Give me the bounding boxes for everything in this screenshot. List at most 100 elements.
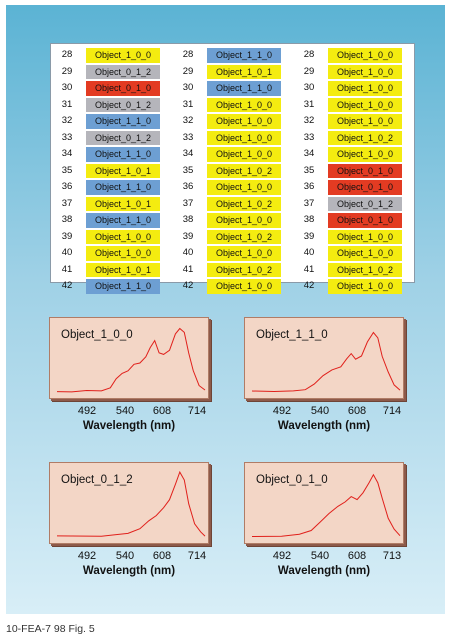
object-class-cell: Object_1_1_0 xyxy=(207,48,281,63)
x-tick-label: 540 xyxy=(115,405,135,417)
x-tick-label: 714 xyxy=(187,550,207,562)
x-tick-label: 492 xyxy=(77,405,97,417)
row-number: 35 xyxy=(182,164,194,176)
row-number: 37 xyxy=(182,197,194,209)
row-number: 38 xyxy=(303,214,315,225)
x-axis-label: Wavelength (nm) xyxy=(82,565,176,577)
table-row: 37 Object_0_1_2 xyxy=(293,196,414,213)
object-class-cell: Object_1_0_2 xyxy=(207,229,281,244)
table-column-3: 28 Object_1_0_0 29 Object_1_0_0 30 Object_1_0… xyxy=(293,47,414,295)
object-class-cell: Object_0_1_0 xyxy=(328,180,402,195)
x-tick-label: 608 xyxy=(347,405,367,417)
table-row: 41 Object_1_0_2 xyxy=(293,262,414,279)
object-class-cell: Object_1_0_0 xyxy=(207,114,281,129)
table-row: 37 Object_1_0_1 xyxy=(51,196,172,213)
row-number: 34 xyxy=(61,148,73,159)
object-class-cell: Object_1_0_0 xyxy=(328,97,402,112)
table-row: 35 Object_1_0_2 xyxy=(172,163,293,180)
spectrum-chart xyxy=(251,473,401,537)
row-number: 31 xyxy=(182,98,194,110)
object-class-cell: Object_1_0_2 xyxy=(328,130,402,145)
object-class-cell: Object_1_0_0 xyxy=(328,229,402,244)
table-row: 29 Object_0_1_2 xyxy=(51,64,172,81)
table-row: 28 Object_1_0_0 xyxy=(293,47,414,64)
table-row: 33 Object_1_0_0 xyxy=(172,130,293,147)
x-tick-label: 608 xyxy=(152,405,172,417)
object-class-cell: Object_1_0_1 xyxy=(207,64,281,79)
row-number: 41 xyxy=(61,263,73,275)
spectrum-panel-1: Object_1_0_0 492 540 608 714 Wavelength (nm) xyxy=(49,317,209,432)
spectrum-panel-2: Object_1_1_0 492 540 608 714 Wavelength (nm) xyxy=(244,317,404,432)
object-class-cell: Object_1_1_0 xyxy=(207,81,281,96)
table-row: 32 Object_1_0_0 xyxy=(293,113,414,130)
object-class-cell: Object_1_0_2 xyxy=(207,196,281,211)
table-row: 32 Object_1_1_0 xyxy=(51,113,172,130)
row-number: 40 xyxy=(303,247,315,258)
row-number: 28 xyxy=(182,49,194,60)
object-class-cell: Object_1_0_0 xyxy=(207,147,281,162)
spectrum-curve xyxy=(56,470,206,537)
table-row: 38 Object_1_0_0 xyxy=(172,212,293,229)
object-class-cell: Object_1_0_0 xyxy=(207,246,281,261)
object-class-cell: Object_1_0_0 xyxy=(328,147,402,162)
table-row: 33 Object_0_1_2 xyxy=(51,130,172,147)
object-class-cell: Object_1_0_0 xyxy=(328,48,402,63)
row-number: 34 xyxy=(303,148,315,159)
table-row: 40 Object_1_0_0 xyxy=(293,245,414,262)
x-tick-label: 714 xyxy=(382,405,402,417)
x-axis-label: Wavelength (nm) xyxy=(277,565,371,577)
row-number: 30 xyxy=(303,82,315,93)
row-number: 32 xyxy=(61,115,73,126)
row-number: 35 xyxy=(61,164,73,176)
table-row: 42 Object_1_0_0 xyxy=(293,278,414,295)
table-row: 34 Object_1_1_0 xyxy=(51,146,172,163)
row-number: 40 xyxy=(182,247,194,258)
table-row: 29 Object_1_0_0 xyxy=(293,64,414,81)
object-class-cell: Object_1_1_0 xyxy=(86,213,160,228)
table-row: 36 Object_1_0_0 xyxy=(172,179,293,196)
object-class-cell: Object_0_1_0 xyxy=(328,163,402,178)
x-tick-label: 492 xyxy=(77,550,97,562)
table-column-1: 28 Object_1_0_0 29 Object_0_1_2 30 Object_0_1… xyxy=(51,47,172,295)
spectrum-plot-area xyxy=(244,317,404,399)
object-class-cell: Object_1_0_0 xyxy=(328,246,402,261)
row-number: 30 xyxy=(182,82,194,93)
spectrum-object-label: Object_1_0_0 xyxy=(61,329,133,341)
object-class-cell: Object_1_0_0 xyxy=(328,114,402,129)
row-number: 42 xyxy=(61,280,73,291)
table-row: 28 Object_1_0_0 xyxy=(51,47,172,64)
table-row: 34 Object_1_0_0 xyxy=(293,146,414,163)
object-class-cell: Object_1_0_0 xyxy=(328,279,402,294)
object-class-cell: Object_1_0_1 xyxy=(86,262,160,277)
row-number: 40 xyxy=(61,247,73,258)
object-class-cell: Object_0_1_2 xyxy=(328,196,402,211)
row-number: 34 xyxy=(182,148,194,159)
classification-table: 28 Object_1_0_0 29 Object_0_1_2 30 Object_0_1… xyxy=(50,43,415,294)
row-number: 31 xyxy=(303,98,315,110)
object-class-cell: Object_1_1_0 xyxy=(86,279,160,294)
spectrum-panel-4: Object_0_1_0 492 540 608 713 Wavelength (nm) xyxy=(244,462,404,577)
table-row: 36 Object_1_1_0 xyxy=(51,179,172,196)
table-row: 34 Object_1_0_0 xyxy=(172,146,293,163)
object-class-cell: Object_0_1_0 xyxy=(328,213,402,228)
row-number: 35 xyxy=(303,164,315,176)
row-number: 33 xyxy=(303,131,315,143)
table-row: 37 Object_1_0_2 xyxy=(172,196,293,213)
row-number: 37 xyxy=(303,197,315,209)
spectrum-chart xyxy=(251,331,401,393)
x-axis-label: Wavelength (nm) xyxy=(82,420,176,432)
spectrum-object-label: Object_1_1_0 xyxy=(256,329,328,341)
table-row: 42 Object_1_1_0 xyxy=(51,278,172,295)
spectrum-object-label: Object_0_1_0 xyxy=(256,474,328,486)
table-row: 38 Object_0_1_0 xyxy=(293,212,414,229)
object-class-cell: Object_0_1_2 xyxy=(86,64,160,79)
table-row: 31 Object_1_0_0 xyxy=(172,97,293,114)
object-class-cell: Object_1_0_1 xyxy=(86,163,160,178)
table-column-2: 28 Object_1_1_0 29 Object_1_0_1 30 Object_1_1… xyxy=(172,47,293,295)
table-row: 35 Object_1_0_1 xyxy=(51,163,172,180)
x-tick-label: 540 xyxy=(115,550,135,562)
row-number: 36 xyxy=(303,181,315,192)
row-number: 39 xyxy=(303,230,315,242)
spectrum-curve xyxy=(56,327,206,393)
spectrum-object-label: Object_0_1_2 xyxy=(61,474,133,486)
